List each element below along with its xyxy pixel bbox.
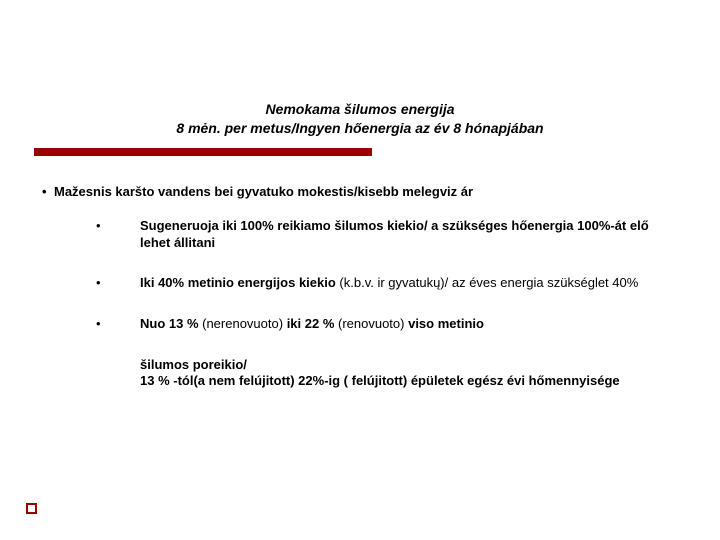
title-line-2: 8 mėn. per metus/Ingyen hőenergia az év … (176, 120, 543, 136)
title-line-1: Nemokama šilumos energija (265, 101, 454, 117)
corner-square-icon (26, 503, 37, 514)
bullet-text-bold: iki 22 % (287, 316, 338, 331)
bullet-dot-icon: • (96, 275, 101, 292)
bullet-dot-icon: • (96, 316, 101, 333)
bullet-text: Sugeneruoja iki 100% reikiamo šilumos ki… (140, 218, 649, 250)
bullet-text-bold: Iki 40% metinio energijos kiekio (140, 275, 339, 290)
trailer-line-1: šilumos poreikio/ (140, 357, 247, 372)
bullet-text-normal: (nerenovuoto) (202, 316, 287, 331)
bullet-list: • Sugeneruoja iki 100% reikiamo šilumos … (140, 218, 670, 390)
bullet-item: • Iki 40% metinio energijos kiekio (k.b.… (140, 275, 670, 292)
bullet-item: • Sugeneruoja iki 100% reikiamo šilumos … (140, 218, 670, 251)
bullet-text-bold: viso metinio (408, 316, 484, 331)
trailer-line-2: 13 % -tól(a nem felújitott) 22%-ig ( fel… (140, 373, 620, 388)
bullet-dot-icon: • (42, 184, 47, 201)
trailer-block: šilumos poreikio/ 13 % -tól(a nem felúji… (140, 357, 670, 391)
slide: Nemokama šilumos energija 8 mėn. per met… (0, 0, 720, 540)
bullet-item: • Nuo 13 % (nerenovuoto) iki 22 % (renov… (140, 316, 670, 333)
lead-bullet-text: Mažesnis karšto vandens bei gyvatuko mok… (54, 184, 473, 199)
bullet-text-normal: (k.b.v. ir gyvatukų)/ az éves energia sz… (339, 275, 638, 290)
bullet-dot-icon: • (96, 218, 101, 235)
slide-title: Nemokama šilumos energija 8 mėn. per met… (0, 100, 720, 138)
bullet-text-bold: Nuo 13 % (140, 316, 202, 331)
title-divider (34, 148, 372, 156)
bullet-text-normal: (renovuoto) (338, 316, 408, 331)
lead-bullet: • Mažesnis karšto vandens bei gyvatuko m… (54, 184, 680, 201)
